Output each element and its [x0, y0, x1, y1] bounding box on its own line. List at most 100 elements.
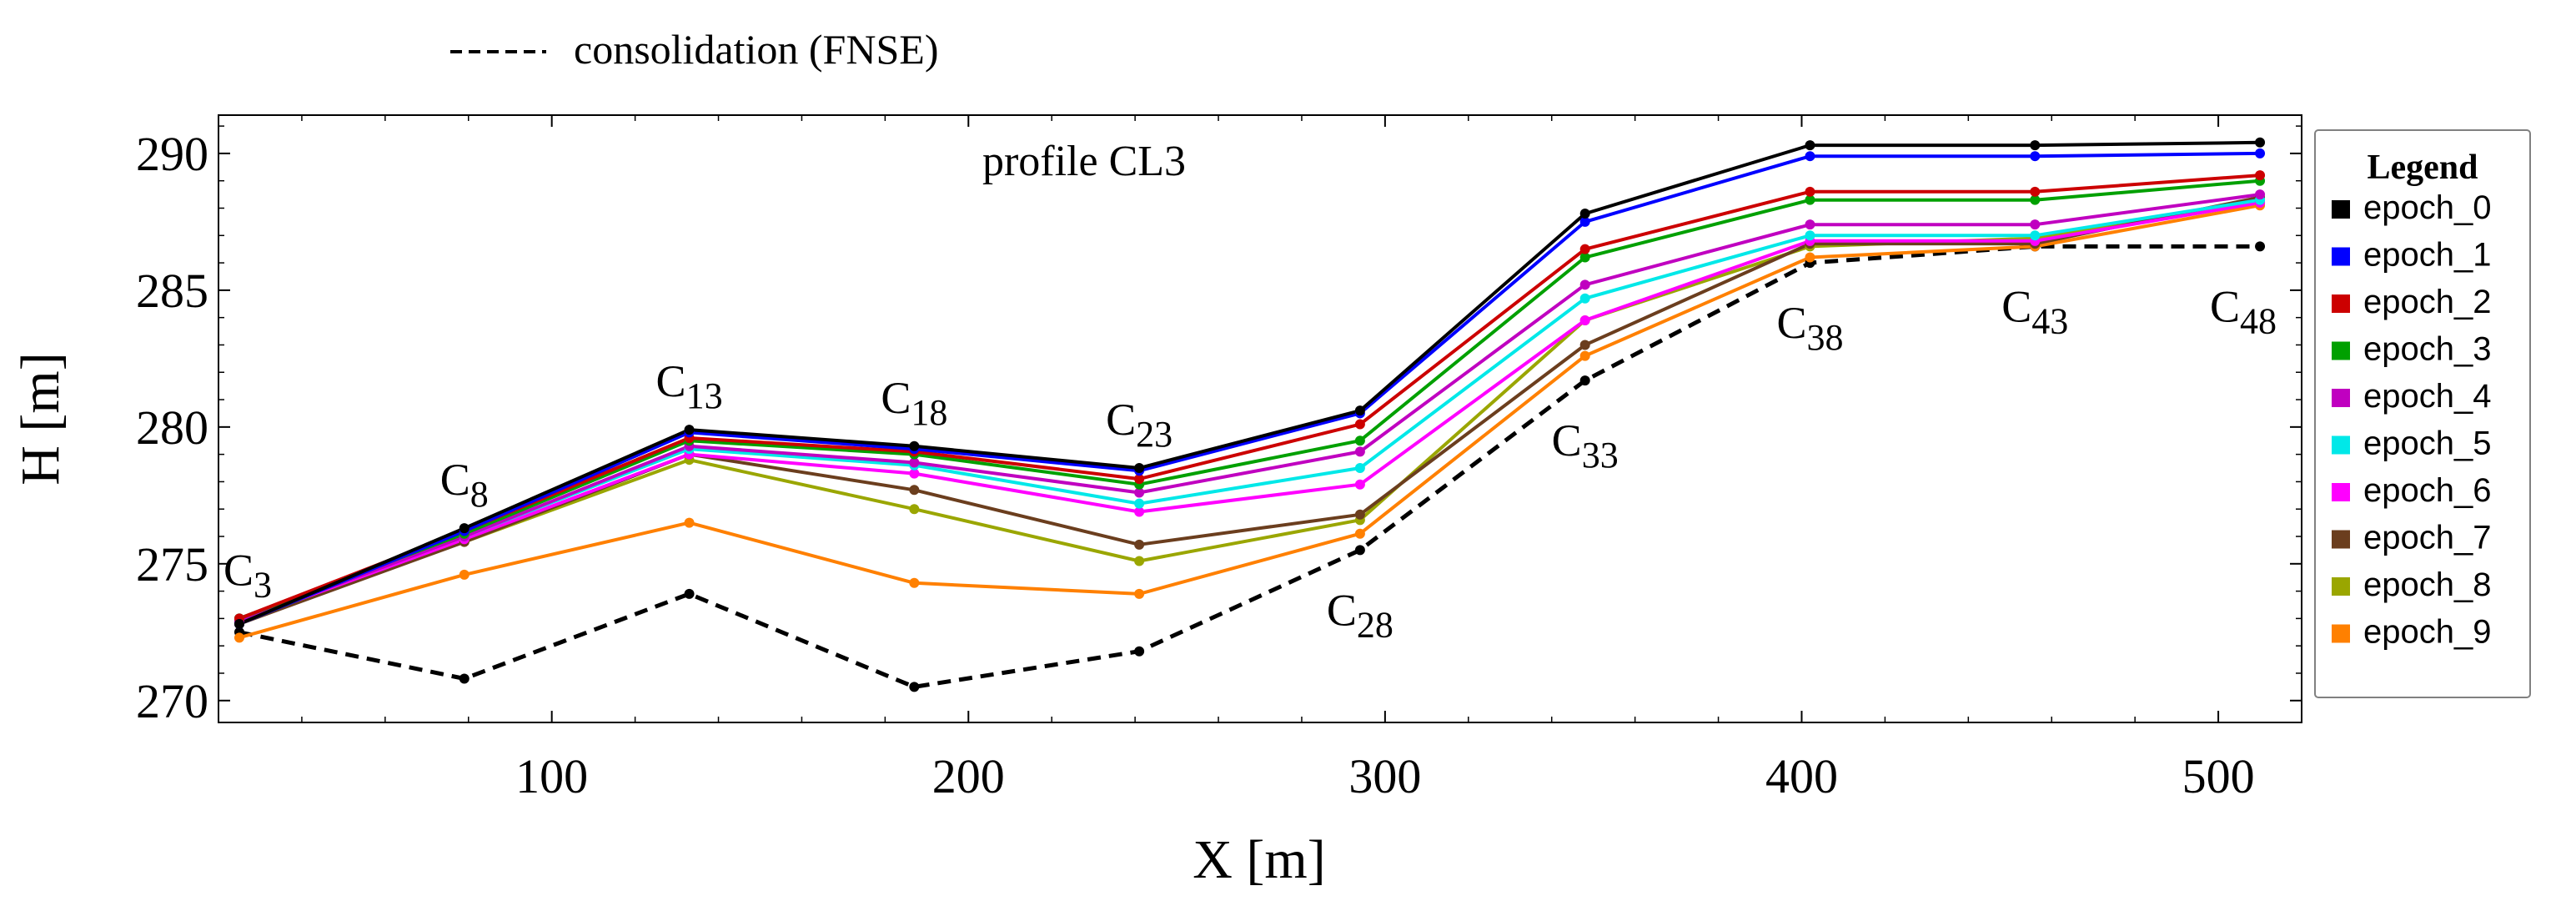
data-point [2030, 230, 2041, 241]
legend-swatch [2332, 341, 2350, 360]
x-tick-label: 200 [932, 749, 1005, 803]
series-line-epoch-0 [239, 140, 2261, 626]
series-points [233, 137, 2266, 692]
legend-items: epoch_0 epoch_1 epoch_2 epoch_3 epoch_4epoch… [2332, 189, 2491, 651]
data-point [1354, 405, 1365, 416]
data-point [1579, 244, 1590, 254]
series-line-epoch-1 [239, 151, 2261, 626]
legend-swatch [2332, 247, 2350, 266]
data-point [2030, 194, 2041, 205]
legend-label: epoch_1 [2363, 237, 2491, 274]
tick-labels: 100 200 300 400 500 270 275 280 285 290 [136, 127, 2255, 803]
legend-label: epoch_5 [2363, 425, 2491, 462]
legend-swatch [2332, 530, 2350, 549]
legend-label: epoch_3 [2363, 331, 2491, 368]
legend-label: epoch_0 [2363, 189, 2491, 226]
data-point [909, 504, 920, 515]
data-point [1354, 446, 1365, 457]
data-point [459, 569, 470, 580]
data-point [2030, 186, 2041, 197]
legend-label: epoch_9 [2363, 614, 2491, 651]
data-point [909, 577, 920, 588]
dashed-legend: consolidation (FNSE) [450, 26, 938, 73]
x-tick-label: 100 [515, 749, 588, 803]
data-point [1134, 506, 1145, 517]
legend-swatch [2332, 389, 2350, 407]
y-axis-label: H [m] [10, 352, 71, 485]
legend-swatch [2332, 435, 2350, 455]
plot-title: profile CL3 [982, 138, 1186, 185]
data-point [1134, 487, 1145, 498]
data-point [1354, 509, 1365, 520]
point-label-c38: C38 [1776, 298, 1843, 358]
dashed-legend-label: consolidation (FNSE) [574, 26, 938, 73]
legend-swatch [2332, 624, 2350, 643]
data-point [1134, 463, 1145, 474]
data-point [2255, 137, 2266, 148]
point-label-c43: C43 [2001, 281, 2068, 341]
data-point [1805, 194, 1815, 205]
y-tick-label: 280 [136, 400, 208, 455]
x-tick-label: 400 [1765, 749, 1838, 803]
legend-label: epoch_6 [2363, 472, 2491, 509]
data-point [1134, 474, 1145, 485]
point-label-c33: C33 [1552, 415, 1619, 476]
data-point [684, 517, 695, 528]
data-point [1805, 140, 1815, 151]
data-point [1579, 375, 1590, 386]
point-label-c18: C18 [881, 373, 947, 433]
point-label-c23: C23 [1106, 395, 1173, 455]
y-tick-label: 275 [136, 537, 208, 591]
data-point [1805, 252, 1815, 263]
data-point [1579, 293, 1590, 304]
data-point [684, 588, 695, 599]
data-point [1134, 646, 1145, 657]
legend: Legend epoch_0 epoch_1 epoch_2 epoch_3epoch… [2314, 129, 2531, 698]
data-point [909, 485, 920, 496]
data-point [1579, 315, 1590, 325]
data-point [2030, 151, 2041, 162]
data-point [1354, 528, 1365, 539]
data-point [1579, 279, 1590, 290]
data-point [1354, 479, 1365, 490]
data-point [1354, 545, 1365, 556]
series-line-consolidation-fnse- [239, 244, 2260, 689]
legend-swatch [2332, 577, 2350, 596]
point-label-c3: C3 [223, 545, 272, 605]
x-tick-label: 300 [1348, 749, 1421, 803]
series-line-epoch-7 [239, 195, 2261, 626]
legend-swatch [2332, 200, 2350, 219]
y-tick-label: 290 [136, 127, 208, 181]
data-point [1805, 151, 1815, 162]
data-point [1354, 435, 1365, 446]
data-point [2030, 140, 2041, 151]
data-point [909, 682, 920, 692]
legend-box [2314, 129, 2531, 698]
series-line-epoch-3 [239, 179, 2261, 621]
data-point [1805, 230, 1815, 241]
point-label-c28: C28 [1327, 585, 1393, 645]
data-point [233, 632, 244, 643]
data-point [2255, 189, 2266, 200]
series-line-epoch-6 [239, 200, 2261, 623]
series-line-epoch-2 [239, 174, 2261, 621]
data-point [1134, 498, 1145, 509]
data-point [1579, 216, 1590, 227]
point-label-c8: C8 [440, 455, 489, 515]
data-point [2255, 148, 2266, 159]
series-line-epoch-4 [239, 193, 2261, 623]
data-point [1805, 219, 1815, 230]
data-point [1579, 350, 1590, 361]
data-point [2255, 241, 2266, 252]
legend-label: epoch_8 [2363, 566, 2491, 603]
data-point [684, 425, 695, 435]
data-point [1134, 588, 1145, 599]
data-point [459, 673, 470, 684]
legend-title: Legend [2367, 148, 2478, 187]
y-tick-label: 285 [136, 264, 208, 318]
data-point [909, 468, 920, 479]
ticks [218, 115, 2302, 722]
series-lines [239, 140, 2261, 689]
data-point [1579, 209, 1590, 219]
